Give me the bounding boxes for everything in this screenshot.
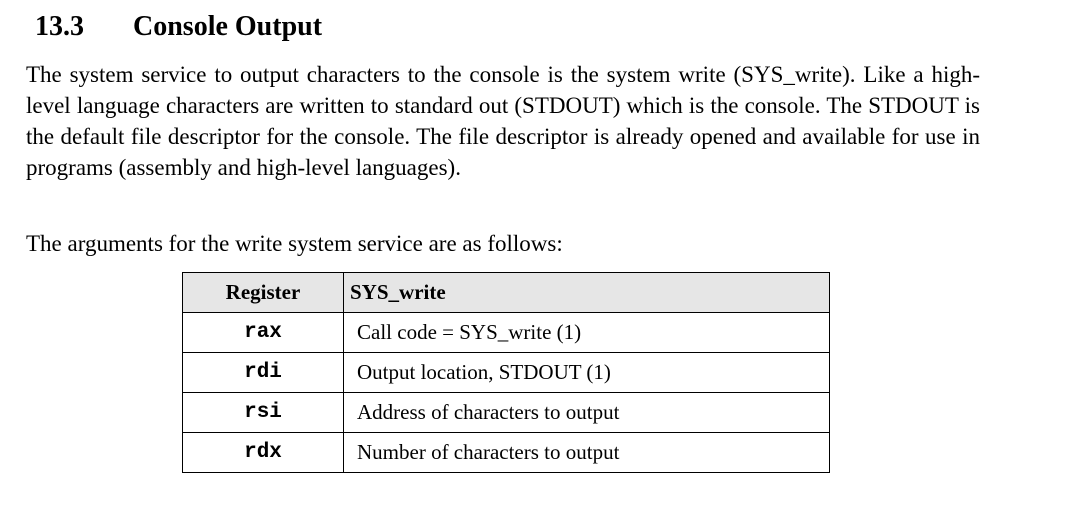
table-header-row: Register SYS_write [182, 272, 830, 313]
header-register: Register [182, 272, 344, 313]
table-intro-paragraph: The arguments for the write system servi… [26, 231, 563, 256]
description-cell: Output location, STDOUT (1) [343, 352, 830, 393]
description-cell: Call code = SYS_write (1) [343, 312, 830, 353]
description-cell: Address of characters to output [343, 392, 830, 433]
header-sys-write: SYS_write [343, 272, 830, 313]
section-heading: 13.3 Console Output [35, 10, 322, 44]
body-paragraph: The system service to output characters … [26, 62, 980, 180]
arguments-table: Register SYS_write rax Call code = SYS_w… [182, 272, 830, 473]
table-row: rdx Number of characters to output [182, 432, 830, 473]
section-number: 13.3 [35, 11, 84, 42]
register-cell: rsi [182, 392, 344, 433]
register-cell: rax [182, 312, 344, 353]
table-row: rax Call code = SYS_write (1) [182, 312, 830, 353]
description-cell: Number of characters to output [343, 432, 830, 473]
register-cell: rdi [182, 352, 344, 393]
table-row: rsi Address of characters to output [182, 392, 830, 433]
section-title: Console Output [133, 11, 323, 42]
table-row: rdi Output location, STDOUT (1) [182, 352, 830, 393]
register-cell: rdx [182, 432, 344, 473]
